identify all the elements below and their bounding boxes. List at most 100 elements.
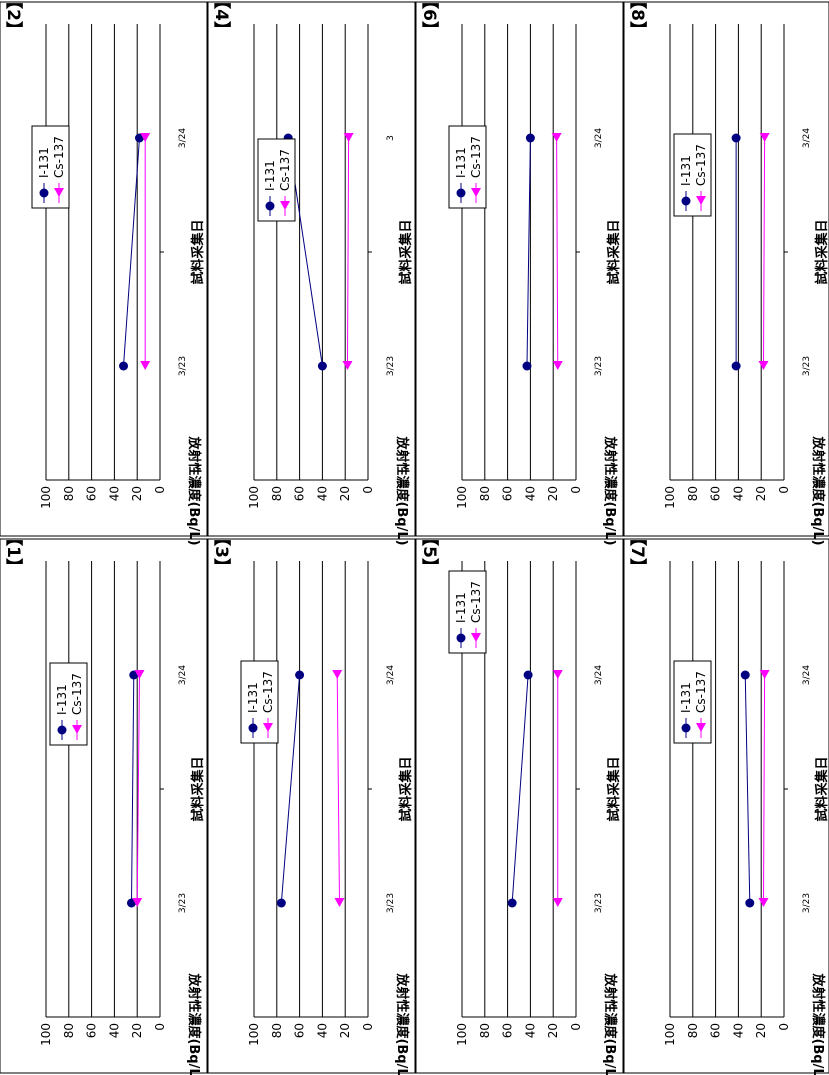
cs137-series-line [136, 674, 140, 904]
cs137-data-point [140, 133, 151, 142]
y-axis-title: 放射性濃度(Bq/L) [394, 435, 410, 545]
y-axis-title: 放射性濃度(Bq/L) [394, 972, 410, 1075]
cs137-data-point [140, 361, 151, 370]
cs137-data-point [759, 670, 770, 679]
legend-i131-marker [57, 725, 67, 735]
panel-frame [623, 538, 829, 1074]
legend: I-131 Cs-137 [31, 125, 70, 209]
x-tick-label: 3/23 [386, 356, 396, 376]
y-tick-label: 20 [130, 486, 144, 501]
legend-cs137-marker [471, 188, 481, 197]
y-tick-label: 100 [247, 1023, 261, 1046]
y-tick-label: 20 [338, 1023, 352, 1038]
cs137-data-point [551, 133, 562, 142]
cs137-data-point [552, 898, 563, 907]
x-axis-title: 試料采集日 [606, 219, 622, 284]
x-tick-label: 3/23 [178, 356, 188, 376]
i131-data-point [119, 361, 129, 371]
i131-data-point [731, 361, 741, 371]
x-tick-label: 3/24 [386, 665, 396, 685]
legend-i131-marker [456, 188, 466, 198]
legend-box [240, 660, 279, 744]
cs137-data-point [132, 898, 143, 907]
cs137-data-point [759, 133, 770, 142]
i131-data-point [745, 898, 755, 908]
x-axis-title: 試料采集日 [398, 219, 414, 284]
legend-i131-label: I-131 [37, 147, 51, 178]
x-tick-label: 3/24 [802, 665, 812, 685]
legend-cs137-label: Cs-137 [70, 673, 84, 715]
y-tick-label: 40 [315, 486, 329, 501]
x-tick-label: 3/24 [594, 665, 604, 685]
y-axis-title: 放射性濃度(Bq/L) [602, 972, 618, 1075]
legend-i131-marker [681, 723, 691, 733]
i131-data-point [276, 898, 286, 908]
y-tick-label: 20 [754, 1023, 768, 1038]
y-axis-title: 放射性濃度(Bq/L) [810, 435, 826, 545]
i131-series-line [131, 674, 135, 904]
legend-i131-label: I-131 [679, 155, 693, 186]
y-axis-title: 放射性濃度(Bq/L) [186, 972, 202, 1075]
x-axis-title: 試料采集日 [814, 756, 829, 821]
legend-cs137-marker [54, 188, 64, 197]
y-tick-label: 20 [754, 486, 768, 501]
i131-series-line [511, 674, 529, 904]
x-tick-label: 3/23 [594, 356, 604, 376]
legend-i131-label: I-131 [679, 682, 693, 713]
y-axis-title: 放射性濃度(Bq/L) [602, 435, 618, 545]
y-tick-label: 0 [361, 486, 375, 494]
x-tick-label: 3/23 [594, 893, 604, 913]
legend: I-131 Cs-137 [49, 662, 88, 746]
panel-frame [0, 1, 208, 537]
y-tick-label: 80 [62, 486, 76, 501]
x-tick-label: 3/23 [802, 356, 812, 376]
legend-cs137-label: Cs-137 [52, 136, 66, 178]
y-axis-title: 放射性濃度(Bq/L) [186, 435, 202, 545]
y-tick-label: 0 [361, 1023, 375, 1031]
y-tick-label: 0 [569, 1023, 583, 1031]
legend-i131-marker [456, 633, 466, 643]
cs137-data-point [552, 361, 563, 370]
legend-i131-label: I-131 [454, 147, 468, 178]
i131-data-point [507, 898, 517, 908]
i131-data-point [731, 133, 741, 143]
panel-frame [623, 1, 829, 537]
cs137-data-point [343, 133, 354, 142]
y-tick-label: 0 [777, 1023, 791, 1031]
y-tick-label: 80 [686, 486, 700, 501]
y-tick-label: 100 [39, 486, 53, 509]
legend-i131-label: I-131 [263, 160, 277, 191]
legend-cs137-label: Cs-137 [694, 671, 708, 713]
y-tick-label: 60 [85, 1023, 99, 1038]
y-tick-label: 60 [709, 1023, 723, 1038]
x-tick-label: 3/23 [386, 893, 396, 913]
panel-label: 【6】 [419, 0, 440, 38]
panel-frame [415, 1, 624, 537]
y-tick-label: 40 [523, 486, 537, 501]
y-tick-label: 40 [731, 1023, 745, 1038]
x-tick-label: 3/24 [594, 128, 604, 148]
y-tick-label: 40 [315, 1023, 329, 1038]
y-tick-label: 20 [546, 1023, 560, 1038]
i131-series-line [744, 674, 751, 904]
legend-cs137-marker [280, 201, 290, 210]
legend: I-131 Cs-137 [448, 570, 487, 654]
cs137-data-point [552, 670, 563, 679]
y-tick-label: 0 [777, 486, 791, 494]
cs137-series-line [762, 674, 766, 904]
y-tick-label: 60 [293, 486, 307, 501]
panel-label: 【2】 [3, 0, 24, 38]
panel-label: 【3】 [211, 529, 232, 575]
panel-frame [415, 538, 624, 1074]
x-axis-title: 試料采集日 [190, 219, 206, 284]
y-tick-label: 0 [153, 1023, 167, 1031]
y-axis-title: 放射性濃度(Bq/L) [810, 972, 826, 1075]
y-tick-label: 80 [270, 486, 284, 501]
legend-i131-marker [39, 188, 49, 198]
